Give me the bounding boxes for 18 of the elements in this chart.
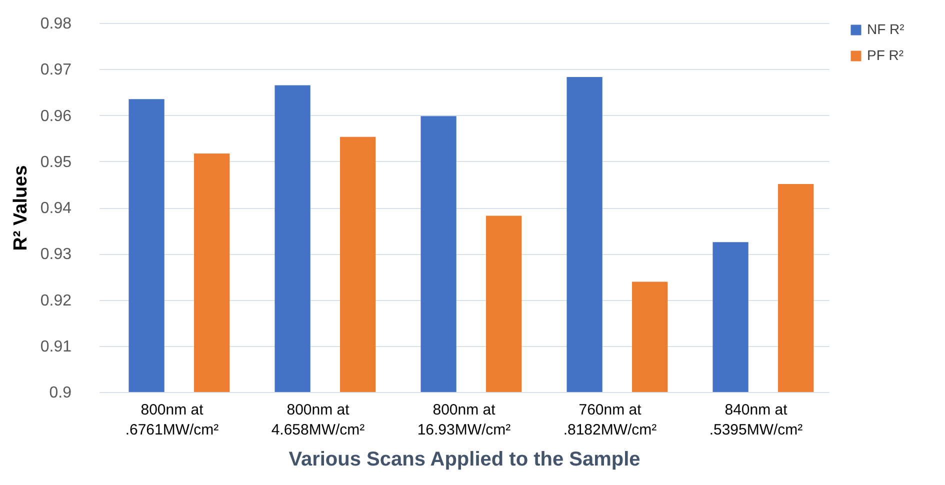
y-tick-label: 0.9 [49, 384, 72, 402]
legend-label: NF R² [867, 21, 905, 37]
y-tick-label: 0.92 [40, 292, 72, 310]
x-axis-title: Various Scans Applied to the Sample [288, 448, 640, 470]
y-axis-title: R² Values [10, 165, 32, 251]
x-tick-label: 800nm at 4.658MW/cm² [271, 402, 365, 438]
x-tick-label: 840nm at .5395MW/cm² [709, 402, 803, 438]
y-tick-label: 0.91 [40, 338, 72, 356]
y-tick-label: 0.97 [40, 62, 72, 79]
x-tick-label: 800nm at 16.93MW/cm² [417, 402, 511, 438]
y-tick-label: 0.96 [40, 108, 72, 125]
y-tick-label: 0.94 [40, 200, 72, 217]
y-tick-label: 0.95 [40, 154, 72, 171]
x-tick-label: 760nm at .8182MW/cm² [563, 402, 657, 438]
x-tick-label: 800nm at .6761MW/cm² [125, 402, 219, 438]
y-tick-label: 0.93 [40, 246, 72, 264]
legend-label: PF R² [867, 47, 904, 63]
y-tick-label: 0.98 [40, 16, 72, 32]
